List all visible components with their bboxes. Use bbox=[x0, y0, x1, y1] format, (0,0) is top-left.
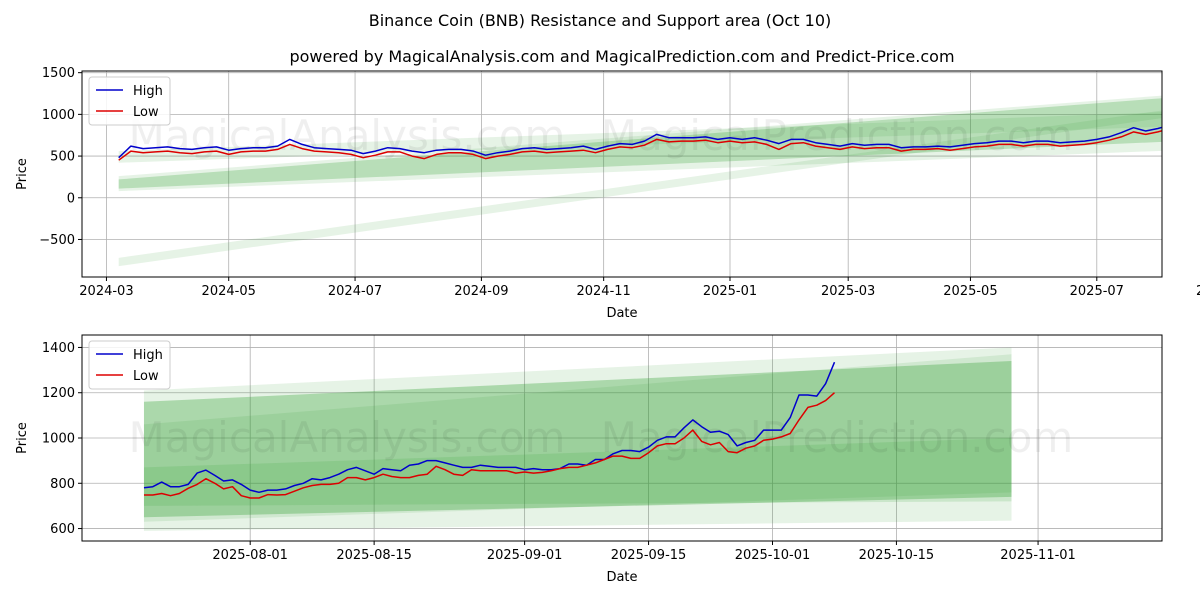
axes: 2025-08-01 2025-08-15 2025-09-01 2025-09-15… bbox=[15, 341, 1076, 585]
price-series bbox=[143, 361, 836, 499]
x-tick-label: 2024-11 bbox=[576, 284, 630, 299]
series-line-high bbox=[118, 126, 1162, 159]
legend-label-high: High bbox=[133, 348, 163, 363]
y-tick-label: 0 bbox=[67, 191, 75, 206]
legend-box bbox=[88, 340, 171, 390]
top-panel: MagicalAnalysis.com MagicalPrediction.com… bbox=[15, 66, 1200, 321]
y-axis-label: Price bbox=[15, 158, 30, 190]
legend-box bbox=[88, 76, 171, 126]
x-axis-label: Date bbox=[606, 306, 637, 321]
y-tick-label: −500 bbox=[39, 233, 75, 248]
y-tick-label: 500 bbox=[50, 150, 75, 165]
x-tick-label: 2024-05 bbox=[202, 284, 256, 299]
y-axis-label: Price bbox=[15, 422, 30, 454]
band-area bbox=[118, 95, 1162, 192]
y-tick-label: 1500 bbox=[42, 66, 75, 81]
watermarks: MagicalAnalysis.com MagicalPrediction.com bbox=[129, 111, 1074, 160]
plot-frame bbox=[81, 70, 1163, 278]
legend-label-low: Low bbox=[133, 369, 159, 384]
x-tick-label: 2025-08-15 bbox=[336, 548, 412, 563]
axes: 2024-03 2024-05 2024-07 2024-09 2024-11 2025-… bbox=[15, 66, 1200, 321]
y-tick-label: 800 bbox=[50, 477, 75, 492]
y-tick-label: 1000 bbox=[42, 108, 75, 123]
y-tick-label: 1400 bbox=[42, 341, 75, 356]
band-area bbox=[118, 98, 1162, 189]
x-tick-label: 2025-03 bbox=[821, 284, 875, 299]
bottom-panel: MagicalAnalysis.com MagicalPrediction.com… bbox=[15, 334, 1163, 585]
y-tick-label: 600 bbox=[50, 522, 75, 537]
y-tick-label: 1000 bbox=[42, 432, 75, 447]
band-area bbox=[143, 354, 1012, 522]
x-tick-label: 2025-09 bbox=[1196, 284, 1200, 299]
x-tick-label: 2025-09-15 bbox=[611, 548, 687, 563]
x-tick-label: 2024-03 bbox=[79, 284, 133, 299]
x-tick-label: 2025-08-01 bbox=[212, 548, 288, 563]
gridlines bbox=[82, 335, 1162, 541]
band-area bbox=[143, 347, 1012, 531]
x-tick-label: 2025-05 bbox=[943, 284, 997, 299]
watermark-text: MagicalPrediction.com bbox=[601, 111, 1074, 160]
x-tick-label: 2025-10-15 bbox=[859, 548, 935, 563]
x-tick-label: 2024-07 bbox=[328, 284, 382, 299]
watermarks: MagicalAnalysis.com MagicalPrediction.com bbox=[129, 413, 1074, 462]
x-tick-label: 2025-09-01 bbox=[487, 548, 563, 563]
x-tick-label: 2024-09 bbox=[454, 284, 508, 299]
watermark-text: MagicalAnalysis.com bbox=[129, 413, 566, 462]
chart-title: Binance Coin (BNB) Resistance and Suppor… bbox=[369, 11, 832, 30]
support-resistance-bands bbox=[118, 95, 1162, 267]
x-tick-label: 2025-01 bbox=[703, 284, 757, 299]
legend-label-low: Low bbox=[133, 105, 159, 120]
x-axis-label: Date bbox=[606, 570, 637, 585]
x-tick-label: 2025-10-01 bbox=[735, 548, 811, 563]
price-series bbox=[118, 126, 1162, 161]
band-area bbox=[118, 110, 1162, 267]
chart-subtitle: powered by MagicalAnalysis.com and Magic… bbox=[289, 47, 954, 66]
band-area bbox=[143, 438, 1012, 506]
y-tick-label: 1200 bbox=[42, 386, 75, 401]
gridlines bbox=[82, 71, 1162, 277]
x-tick-label: 2025-11-01 bbox=[1000, 548, 1076, 563]
legend: High Low bbox=[88, 76, 171, 126]
series-line-high bbox=[143, 361, 836, 494]
x-tick-label: 2025-07 bbox=[1070, 284, 1124, 299]
legend-label-high: High bbox=[133, 84, 163, 99]
legend: High Low bbox=[88, 340, 171, 390]
watermark-text: MagicalPrediction.com bbox=[601, 413, 1074, 462]
series-line-low bbox=[118, 129, 1162, 161]
series-line-low bbox=[144, 392, 835, 499]
